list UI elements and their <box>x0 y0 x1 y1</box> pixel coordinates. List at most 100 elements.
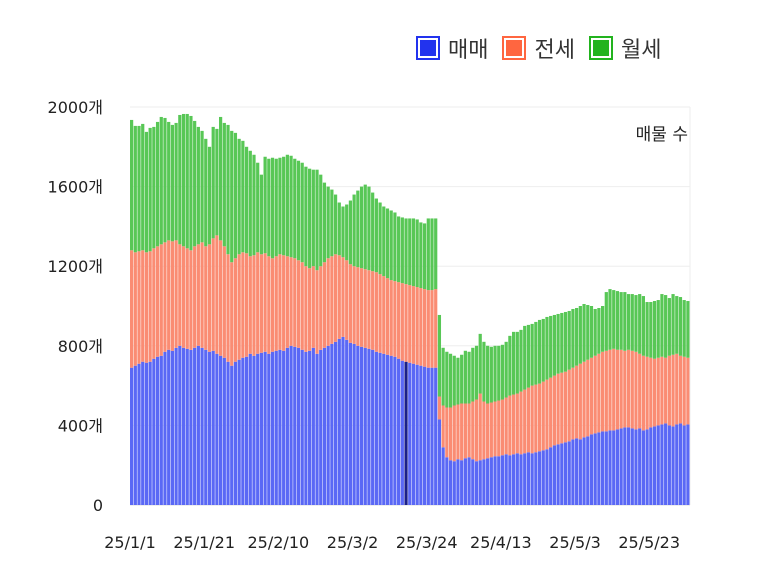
bar-segment-monthly-rent[interactable] <box>678 297 683 356</box>
bar-segment-jeonse[interactable] <box>623 350 627 428</box>
bar-segment-monthly-rent[interactable] <box>319 174 323 267</box>
bar-segment-monthly-rent[interactable] <box>404 218 408 285</box>
bar-segment-sale[interactable] <box>152 358 156 505</box>
bar-segment-sale[interactable] <box>586 436 590 505</box>
bar-segment-sale[interactable] <box>345 339 349 505</box>
bar-segment-jeonse[interactable] <box>278 254 282 350</box>
bar-segment-jeonse[interactable] <box>233 258 238 362</box>
bar-segment-jeonse[interactable] <box>638 353 642 429</box>
legend-item-sale[interactable]: 매매 <box>416 32 488 64</box>
bar-segment-sale[interactable] <box>226 361 230 505</box>
bar-segment-monthly-rent[interactable] <box>638 294 642 354</box>
bar-segment-sale[interactable] <box>296 347 301 505</box>
bar-segment-monthly-rent[interactable] <box>408 218 412 286</box>
bar-segment-sale[interactable] <box>630 428 634 505</box>
bar-segment-sale[interactable] <box>660 424 664 505</box>
bar-segment-monthly-rent[interactable] <box>326 186 330 259</box>
bar-segment-sale[interactable] <box>656 425 660 505</box>
bar-segment-monthly-rent[interactable] <box>626 294 631 350</box>
bar-segment-sale[interactable] <box>371 349 375 505</box>
bar-segment-jeonse[interactable] <box>174 240 178 348</box>
bar-segment-monthly-rent[interactable] <box>649 302 653 358</box>
bar-segment-jeonse[interactable] <box>615 349 620 430</box>
bar-segment-sale[interactable] <box>489 457 493 505</box>
legend-item-jeonse[interactable]: 전세 <box>502 32 575 64</box>
bar-segment-sale[interactable] <box>367 348 371 505</box>
bar-segment-jeonse[interactable] <box>604 350 608 432</box>
bar-segment-monthly-rent[interactable] <box>656 300 660 358</box>
bar-segment-monthly-rent[interactable] <box>593 308 597 356</box>
bar-segment-monthly-rent[interactable] <box>215 128 219 236</box>
bar-segment-monthly-rent[interactable] <box>456 357 460 405</box>
bar-segment-monthly-rent[interactable] <box>222 122 226 247</box>
bar-segment-jeonse[interactable] <box>541 381 545 451</box>
bar-segment-monthly-rent[interactable] <box>526 324 531 388</box>
bar-segment-sale[interactable] <box>430 367 434 505</box>
bar-segment-sale[interactable] <box>619 428 623 505</box>
bar-segment-monthly-rent[interactable] <box>207 146 212 245</box>
bar-segment-sale[interactable] <box>448 460 453 505</box>
bar-segment-monthly-rent[interactable] <box>341 206 345 258</box>
bar-segment-jeonse[interactable] <box>530 385 534 454</box>
bar-segment-jeonse[interactable] <box>274 256 278 351</box>
bar-segment-sale[interactable] <box>385 354 390 505</box>
bar-segment-jeonse[interactable] <box>204 246 208 350</box>
bar-segment-sale[interactable] <box>289 345 293 505</box>
bar-segment-monthly-rent[interactable] <box>671 294 675 355</box>
bar-segment-sale[interactable] <box>675 424 679 505</box>
bar-segment-jeonse[interactable] <box>649 357 653 428</box>
bar-segment-monthly-rent[interactable] <box>589 306 594 358</box>
bar-segment-jeonse[interactable] <box>478 393 482 461</box>
bar-segment-jeonse[interactable] <box>578 363 582 440</box>
bar-segment-monthly-rent[interactable] <box>382 206 386 277</box>
bar-segment-sale[interactable] <box>170 350 175 505</box>
bar-segment-monthly-rent[interactable] <box>185 113 189 249</box>
bar-segment-jeonse[interactable] <box>500 399 505 456</box>
bar-segment-monthly-rent[interactable] <box>178 114 182 245</box>
bar-segment-monthly-rent[interactable] <box>667 298 671 356</box>
bar-segment-monthly-rent[interactable] <box>337 202 341 256</box>
bar-segment-jeonse[interactable] <box>200 242 204 348</box>
bar-segment-sale[interactable] <box>178 345 182 505</box>
bar-segment-jeonse[interactable] <box>263 253 267 352</box>
bar-segment-sale[interactable] <box>293 346 297 505</box>
bar-segment-monthly-rent[interactable] <box>415 219 419 288</box>
bar-segment-jeonse[interactable] <box>389 280 393 356</box>
bar-segment-jeonse[interactable] <box>185 248 189 349</box>
bar-segment-monthly-rent[interactable] <box>578 306 582 364</box>
bar-segment-sale[interactable] <box>434 367 438 505</box>
bar-segment-sale[interactable] <box>571 439 575 505</box>
bar-segment-sale[interactable] <box>504 454 508 505</box>
bar-segment-monthly-rent[interactable] <box>552 314 556 376</box>
bar-segment-jeonse[interactable] <box>404 284 408 362</box>
bar-segment-sale[interactable] <box>515 453 519 505</box>
bar-segment-sale[interactable] <box>549 447 553 505</box>
bar-segment-sale[interactable] <box>671 426 675 505</box>
bar-segment-jeonse[interactable] <box>523 389 527 454</box>
bar-segment-monthly-rent[interactable] <box>244 146 249 254</box>
bar-segment-sale[interactable] <box>397 358 401 505</box>
bar-segment-monthly-rent[interactable] <box>296 160 301 261</box>
bar-segment-jeonse[interactable] <box>259 254 264 353</box>
bar-segment-sale[interactable] <box>144 362 149 505</box>
bar-segment-sale[interactable] <box>315 353 319 505</box>
bar-segment-monthly-rent[interactable] <box>508 335 512 396</box>
bar-segment-jeonse[interactable] <box>641 355 645 431</box>
bar-segment-sale[interactable] <box>311 347 315 505</box>
bar-segment-monthly-rent[interactable] <box>489 346 493 403</box>
bar-segment-monthly-rent[interactable] <box>519 329 523 392</box>
bar-segment-sale[interactable] <box>181 347 186 505</box>
bar-segment-monthly-rent[interactable] <box>270 157 275 259</box>
bar-segment-sale[interactable] <box>341 336 345 505</box>
bar-segment-sale[interactable] <box>511 454 516 505</box>
bar-segment-monthly-rent[interactable] <box>530 323 534 386</box>
bar-segment-jeonse[interactable] <box>248 256 252 354</box>
bar-segment-sale[interactable] <box>400 360 404 505</box>
bar-segment-monthly-rent[interactable] <box>152 126 156 249</box>
bar-segment-jeonse[interactable] <box>600 351 605 432</box>
bar-segment-monthly-rent[interactable] <box>471 347 475 402</box>
bar-segment-monthly-rent[interactable] <box>493 345 497 402</box>
bar-segment-jeonse[interactable] <box>552 375 556 446</box>
bar-segment-jeonse[interactable] <box>311 266 315 348</box>
bar-segment-sale[interactable] <box>593 433 597 505</box>
